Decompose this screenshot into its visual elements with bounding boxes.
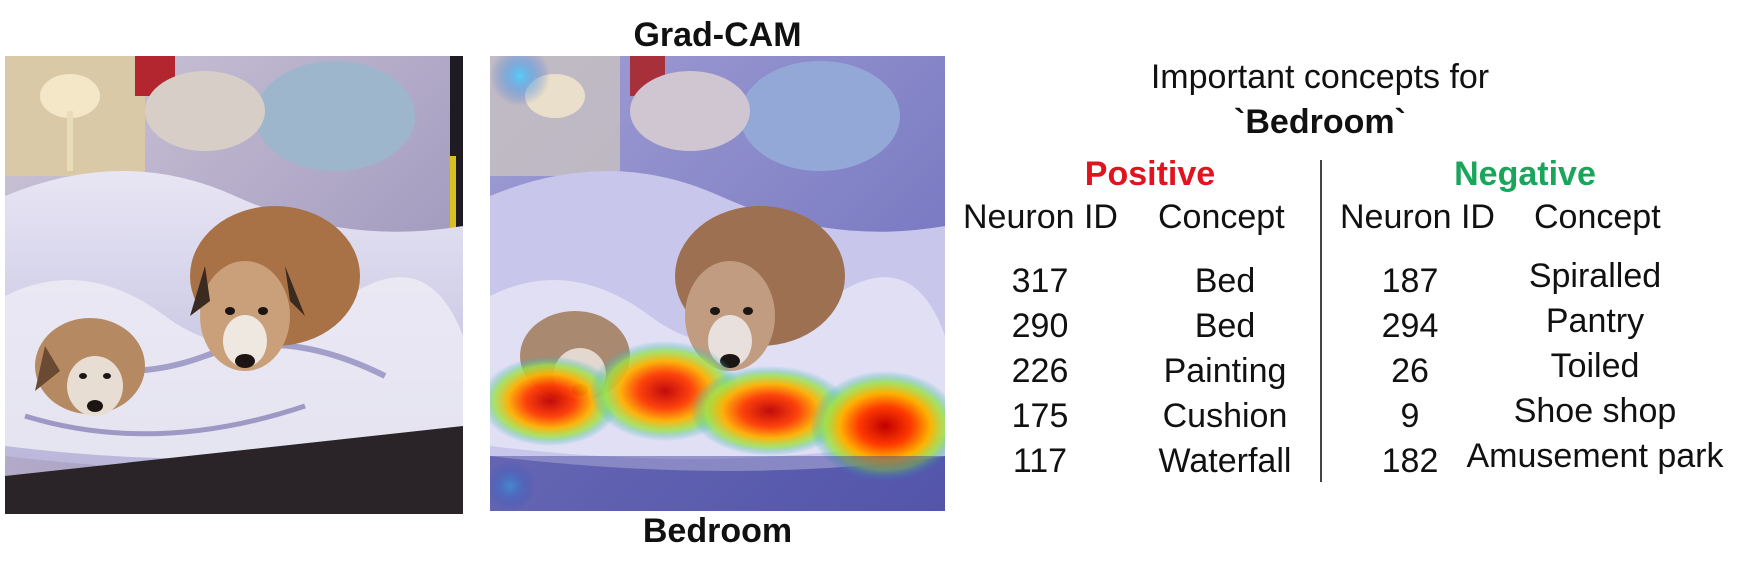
negative-row-concept: Toiled	[1550, 347, 1640, 385]
positive-row-concept: Waterfall	[1158, 442, 1292, 480]
gradcam-heatmap-illustration	[490, 56, 945, 511]
negative-row-neuron-id: 294	[1381, 307, 1439, 345]
negative-row-neuron-id: 182	[1381, 442, 1439, 480]
original-photo	[5, 56, 463, 514]
positive-concept-header: Concept	[1158, 198, 1285, 236]
positive-group-title: Positive	[1084, 155, 1216, 193]
original-photo-illustration	[5, 56, 463, 514]
negative-neuron-id-header: Neuron ID	[1340, 198, 1495, 236]
positive-row-concept: Cushion	[1162, 397, 1288, 435]
positive-row-neuron-id: 290	[1011, 307, 1069, 345]
negative-row-concept: Amusement park	[1466, 437, 1724, 475]
concepts-panel-title: Important concepts for	[1150, 58, 1490, 96]
negative-concept-header: Concept	[1534, 198, 1661, 236]
negative-row-neuron-id: 187	[1381, 262, 1439, 300]
image-class-label: Bedroom	[642, 512, 793, 550]
negative-row-neuron-id: 26	[1391, 352, 1429, 390]
positive-row-concept: Bed	[1194, 262, 1256, 300]
negative-row-concept: Pantry	[1545, 302, 1645, 340]
negative-row-concept: Spiralled	[1528, 257, 1662, 295]
negative-group-title: Negative	[1454, 155, 1596, 193]
gradcam-heatmap-photo	[490, 56, 945, 511]
positive-row-concept: Bed	[1194, 307, 1256, 345]
positive-row-neuron-id: 117	[1012, 442, 1068, 480]
negative-row-concept: Shoe shop	[1513, 392, 1677, 430]
positive-neuron-id-header: Neuron ID	[963, 198, 1118, 236]
negative-row-neuron-id: 9	[1400, 397, 1420, 435]
gradcam-title: Grad-CAM	[633, 16, 802, 54]
positive-row-concept: Painting	[1163, 352, 1287, 390]
positive-row-neuron-id: 175	[1011, 397, 1069, 435]
column-divider	[1320, 160, 1322, 482]
positive-row-neuron-id: 317	[1011, 262, 1069, 300]
positive-row-neuron-id: 226	[1011, 352, 1069, 390]
concepts-panel-class-name: `Bedroom`	[1234, 103, 1406, 141]
